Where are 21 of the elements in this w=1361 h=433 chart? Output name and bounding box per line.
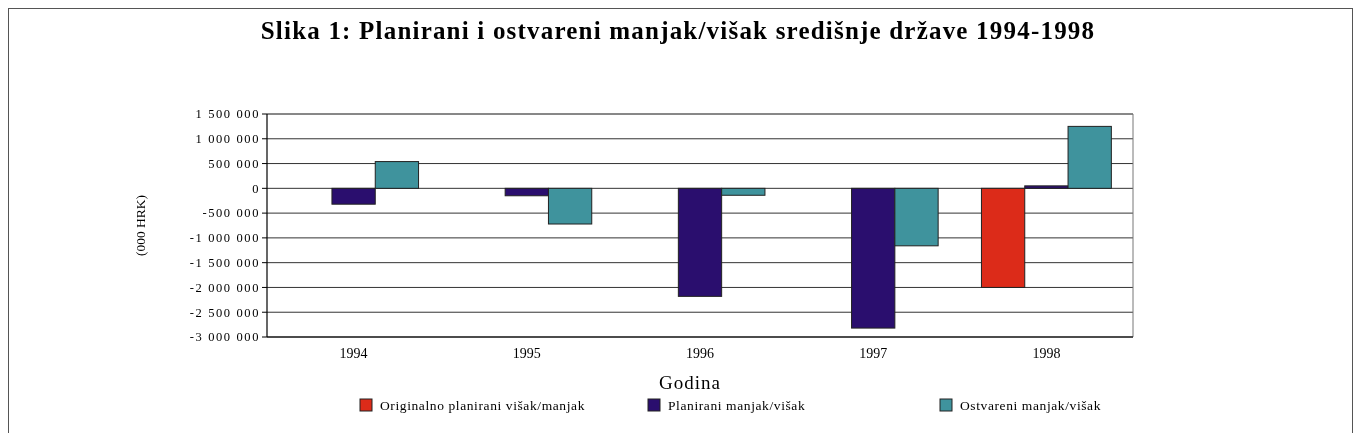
y-tick-label: -2 000 000 xyxy=(189,280,260,295)
chart-title: Slika 1: Planirani i ostvareni manjak/višak središnje države 1994-1998 xyxy=(260,17,1096,44)
y-tick-label: -2 500 000 xyxy=(189,305,260,320)
y-tick-label: -1 000 000 xyxy=(189,231,260,246)
legend-label: Originalno planirani višak/manjak xyxy=(380,397,586,413)
y-tick-label: -1 500 000 xyxy=(189,256,260,271)
y-tick-label: 0 xyxy=(252,181,260,196)
x-tick-label: 1998 xyxy=(1032,346,1061,361)
x-tick-label: 1995 xyxy=(512,346,541,361)
y-tick-label: 1 500 000 xyxy=(195,107,260,122)
x-tick-label: 1994 xyxy=(339,346,368,361)
legend-label: Planirani manjak/višak xyxy=(668,397,806,413)
x-axis-title: Godina xyxy=(659,372,721,393)
x-tick-label: 1996 xyxy=(686,346,714,361)
y-tick-label: 500 000 xyxy=(208,156,260,171)
y-tick-label: -3 000 000 xyxy=(189,330,260,345)
y-axis-title: (000 HRK) xyxy=(133,194,148,257)
y-tick-label: -500 000 xyxy=(202,206,260,221)
x-tick-label: 1997 xyxy=(859,346,888,361)
legend-label: Ostvareni manjak/višak xyxy=(960,397,1102,413)
y-tick-label: 1 000 000 xyxy=(195,132,260,147)
